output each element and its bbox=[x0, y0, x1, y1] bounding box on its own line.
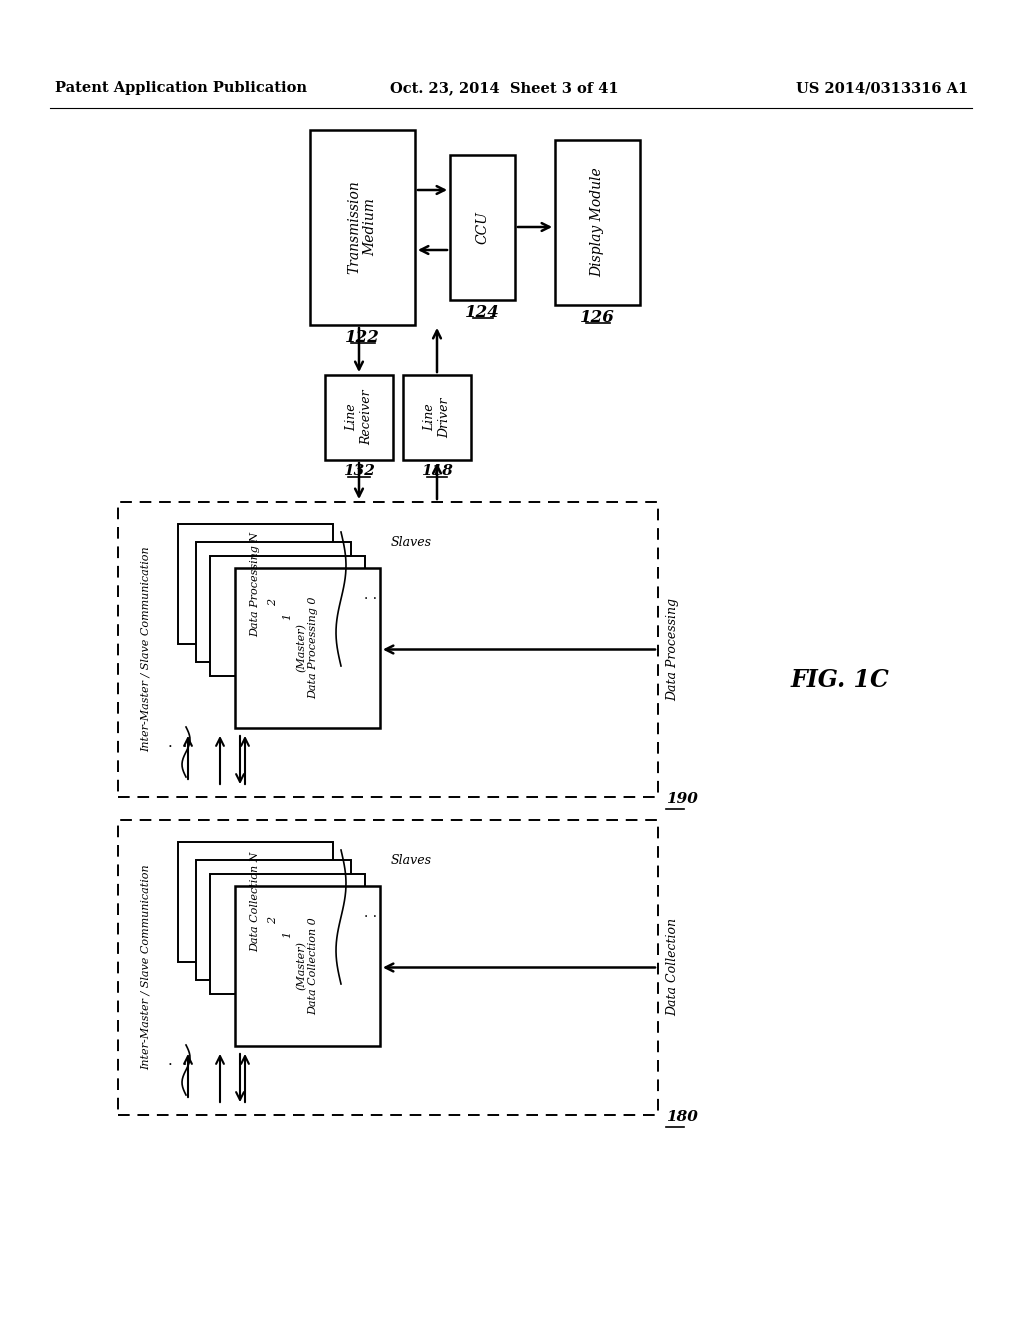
Text: (Master)
Data Collection 0: (Master) Data Collection 0 bbox=[297, 917, 318, 1015]
Bar bbox=[118, 820, 658, 1115]
Text: ·  ·: · · bbox=[168, 741, 187, 754]
Text: 1: 1 bbox=[283, 612, 293, 619]
Text: Patent Application Publication: Patent Application Publication bbox=[55, 81, 307, 95]
Bar bbox=[555, 140, 640, 305]
Bar bbox=[325, 375, 393, 459]
Bar bbox=[234, 886, 380, 1045]
Bar bbox=[196, 861, 351, 979]
Text: Oct. 23, 2014  Sheet 3 of 41: Oct. 23, 2014 Sheet 3 of 41 bbox=[390, 81, 618, 95]
Bar bbox=[234, 568, 380, 729]
Bar bbox=[450, 154, 515, 300]
Bar bbox=[178, 842, 333, 962]
Text: CCU: CCU bbox=[475, 211, 489, 244]
Text: FIG. 1C: FIG. 1C bbox=[791, 668, 890, 692]
Text: Transmission
Medium: Transmission Medium bbox=[347, 181, 378, 275]
Text: Data Processing: Data Processing bbox=[667, 598, 680, 701]
Text: US 2014/0313316 A1: US 2014/0313316 A1 bbox=[796, 81, 968, 95]
Text: 190: 190 bbox=[666, 792, 698, 807]
Text: 2: 2 bbox=[268, 598, 279, 606]
Text: 124: 124 bbox=[465, 304, 500, 321]
Text: Slaves: Slaves bbox=[391, 854, 432, 866]
Text: 2: 2 bbox=[268, 916, 279, 924]
Text: 126: 126 bbox=[580, 309, 615, 326]
Text: Data Collection: Data Collection bbox=[667, 919, 680, 1016]
Text: Slaves: Slaves bbox=[391, 536, 432, 549]
Text: Inter-Master / Slave Communication: Inter-Master / Slave Communication bbox=[141, 865, 151, 1071]
Text: 118: 118 bbox=[421, 465, 453, 478]
Bar bbox=[118, 502, 658, 797]
Text: 132: 132 bbox=[343, 465, 375, 478]
Bar bbox=[196, 543, 351, 663]
Text: (Master)
Data Processing 0: (Master) Data Processing 0 bbox=[297, 597, 318, 700]
Text: Inter-Master / Slave Communication: Inter-Master / Slave Communication bbox=[141, 546, 151, 752]
Text: Display Module: Display Module bbox=[591, 168, 604, 277]
Text: · ·: · · bbox=[365, 909, 378, 924]
Text: Line
Receiver: Line Receiver bbox=[345, 389, 373, 445]
Text: 122: 122 bbox=[345, 329, 380, 346]
Bar bbox=[210, 556, 365, 676]
Text: Line
Driver: Line Driver bbox=[423, 397, 451, 438]
Text: 1: 1 bbox=[283, 931, 293, 937]
Text: Data Collection N: Data Collection N bbox=[251, 851, 260, 952]
Text: · ·: · · bbox=[365, 591, 378, 606]
Text: Data Processing N: Data Processing N bbox=[251, 532, 260, 636]
Bar bbox=[310, 129, 415, 325]
Text: 180: 180 bbox=[666, 1110, 698, 1125]
Bar bbox=[403, 375, 471, 459]
Bar bbox=[210, 874, 365, 994]
Bar bbox=[178, 524, 333, 644]
Text: ·  ·: · · bbox=[168, 1059, 187, 1072]
